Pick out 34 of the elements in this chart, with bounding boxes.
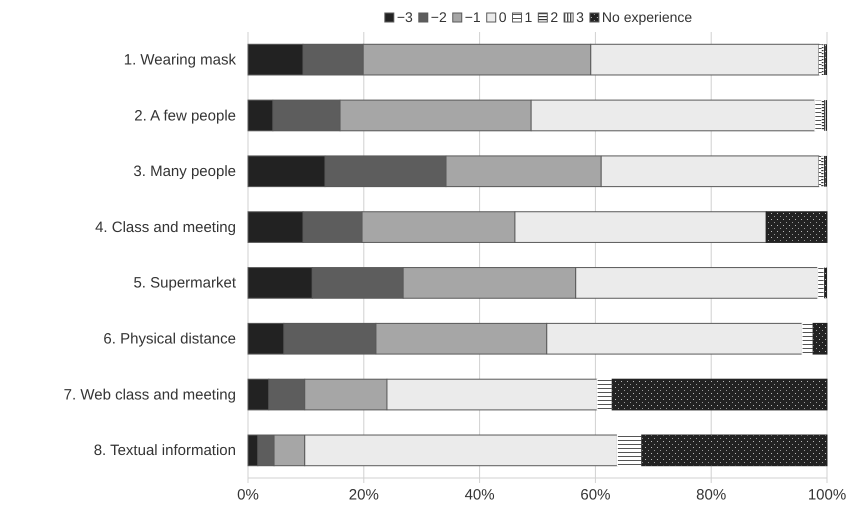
bar	[766, 211, 828, 243]
legend-label: −3	[396, 9, 413, 25]
y-tick-label: 3. Many people	[133, 163, 236, 180]
legend-label: 0	[498, 9, 507, 25]
bar	[612, 378, 828, 410]
y-tick-label: 4. Class and meeting	[95, 218, 236, 236]
x-tick-label: 0%	[237, 486, 259, 504]
bar	[814, 100, 822, 132]
bar	[824, 268, 827, 298]
x-tick-label: 80%	[696, 486, 726, 504]
x-tick-label: 20%	[348, 486, 379, 504]
y-tick-label: 1. Wearing mask	[124, 51, 236, 68]
bar	[812, 322, 828, 355]
bar	[818, 44, 822, 75]
y-tick-label: 2. A few people	[134, 107, 236, 124]
bar	[802, 322, 814, 355]
y-tick-label: 8. Textual information	[94, 442, 236, 460]
bar	[616, 434, 642, 466]
legend-label: 2	[550, 9, 558, 25]
y-tick-label: 6. Physical distance	[103, 330, 236, 348]
y-tick-label: 7. Web class and meeting	[64, 386, 236, 404]
legend-label: −2	[430, 9, 447, 25]
x-tick-label: 100%	[808, 486, 846, 504]
legend-label: No experience	[602, 9, 692, 25]
bar	[821, 156, 824, 187]
bar	[596, 378, 613, 410]
x-tick-label: 60%	[580, 486, 610, 504]
legend-label: 3	[576, 9, 584, 25]
bar	[641, 434, 828, 466]
x-tick-label: 40%	[464, 486, 495, 504]
y-tick-label: 5. Supermarket	[133, 274, 237, 292]
bar	[817, 267, 825, 299]
legend-label: −1	[464, 9, 481, 25]
legend-label: 1	[524, 9, 533, 25]
